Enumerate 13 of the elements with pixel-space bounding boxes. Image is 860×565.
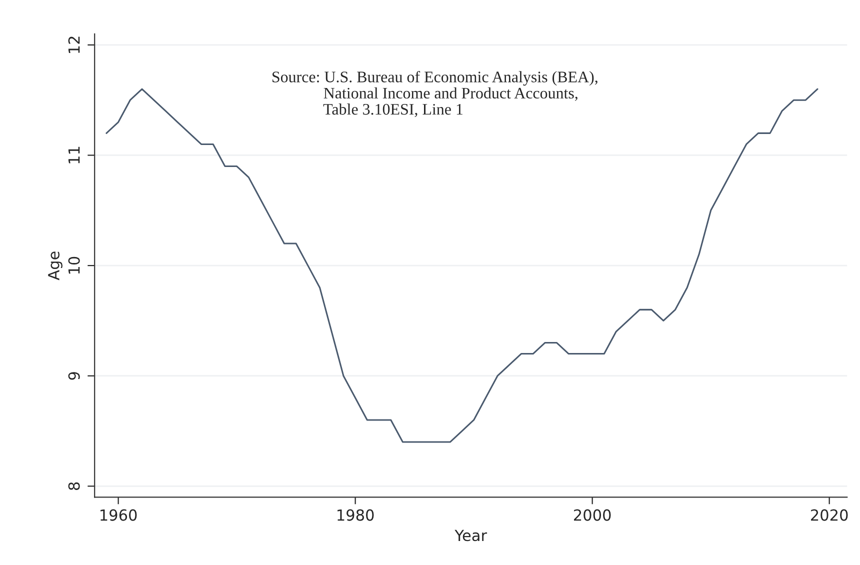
x-tick-label: 2020 [811,509,848,521]
x-tick-label: 1980 [338,509,374,521]
x-tick-label: 1960 [100,509,137,521]
y-tick-label: 9 [68,372,80,380]
y-tick-label: 10 [68,256,80,274]
y-tick-label: 8 [68,482,80,490]
y-axis-title: Age [48,252,62,280]
x-axis-title: Year [454,530,488,542]
line-series [106,88,818,443]
x-tick-label: 2000 [574,509,611,521]
y-tick-label: 11 [68,146,80,164]
y-tick-label: 12 [68,36,80,53]
annotation: Source: U.S. Bureau of Economic Analysis (BEA), National Income and Product Accounts, Table 3.10ESI, Line 1 [272,70,598,118]
